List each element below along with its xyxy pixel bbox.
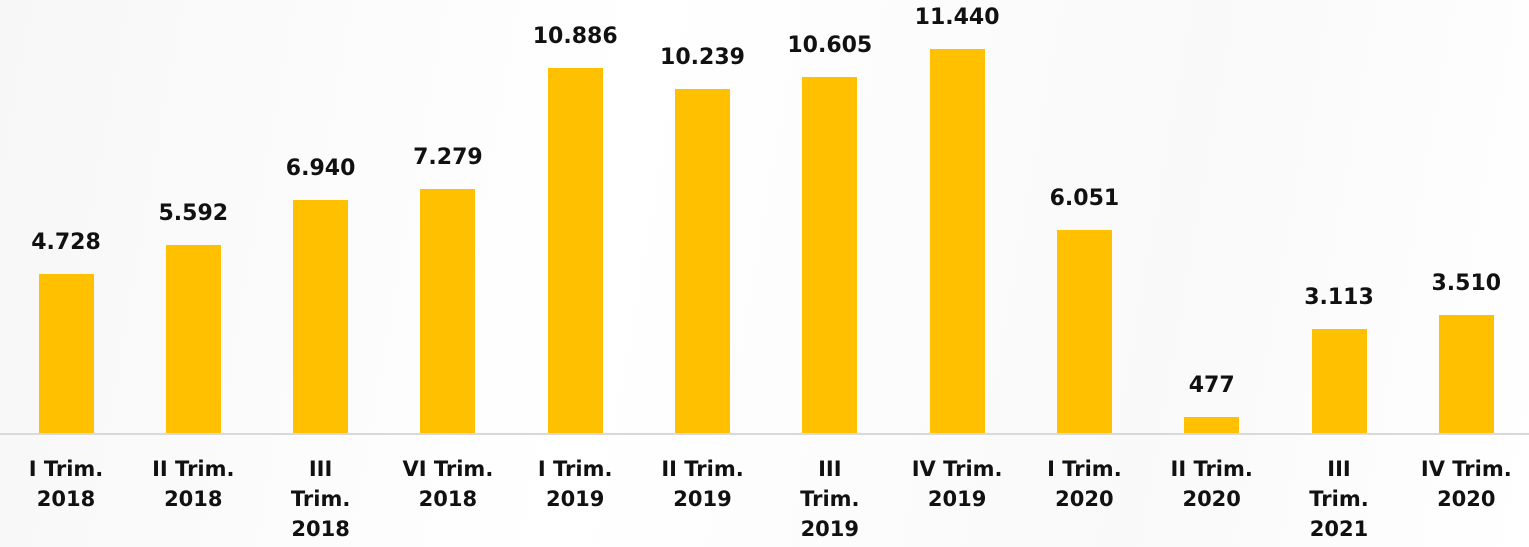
value-label: 477: [1188, 372, 1235, 398]
bar: [1311, 328, 1367, 433]
value-label: 3.113: [1304, 284, 1374, 310]
x-tick-label: VI Trim. 2018: [402, 457, 494, 511]
bar: [1056, 229, 1112, 433]
value-label: 10.605: [787, 33, 873, 59]
bar: [1184, 416, 1240, 433]
value-label: 4.728: [31, 230, 101, 256]
value-label: 11.440: [914, 5, 1000, 30]
bar: [165, 245, 221, 433]
bar: [1438, 315, 1494, 433]
value-label: 6.051: [1049, 185, 1120, 211]
x-tick-label: III Trim. 2021: [1309, 457, 1369, 541]
bar: [929, 49, 985, 433]
value-label: 3.510: [1431, 271, 1502, 297]
x-axis-line: [0, 433, 1529, 435]
bar: [38, 274, 94, 433]
bar: [547, 67, 603, 433]
x-tick-label: I Trim. 2018: [28, 457, 104, 511]
x-tick-label: I Trim. 2020: [1047, 457, 1122, 511]
value-label: 10.239: [660, 45, 745, 71]
value-label: 5.592: [158, 201, 229, 227]
bar: [420, 188, 476, 433]
x-tick-label: IV Trim. 2020: [1420, 457, 1512, 511]
x-tick-label: II Trim. 2018: [152, 457, 235, 511]
x-tick-label: III Trim. 2018: [290, 457, 351, 541]
x-tick-label: IV Trim. 2019: [911, 457, 1003, 511]
x-tick-label: I Trim. 2019: [537, 457, 613, 511]
x-tick-label: II Trim. 2019: [661, 457, 744, 511]
bar: [293, 200, 349, 433]
x-tick-label: II Trim. 2020: [1170, 457, 1253, 511]
x-tick-label: III Trim. 2019: [800, 457, 860, 541]
bar: [802, 77, 858, 433]
value-label: 6.940: [285, 156, 356, 182]
value-label: 10.886: [532, 23, 618, 49]
bar: [675, 89, 730, 433]
value-label: 7.279: [413, 144, 483, 170]
